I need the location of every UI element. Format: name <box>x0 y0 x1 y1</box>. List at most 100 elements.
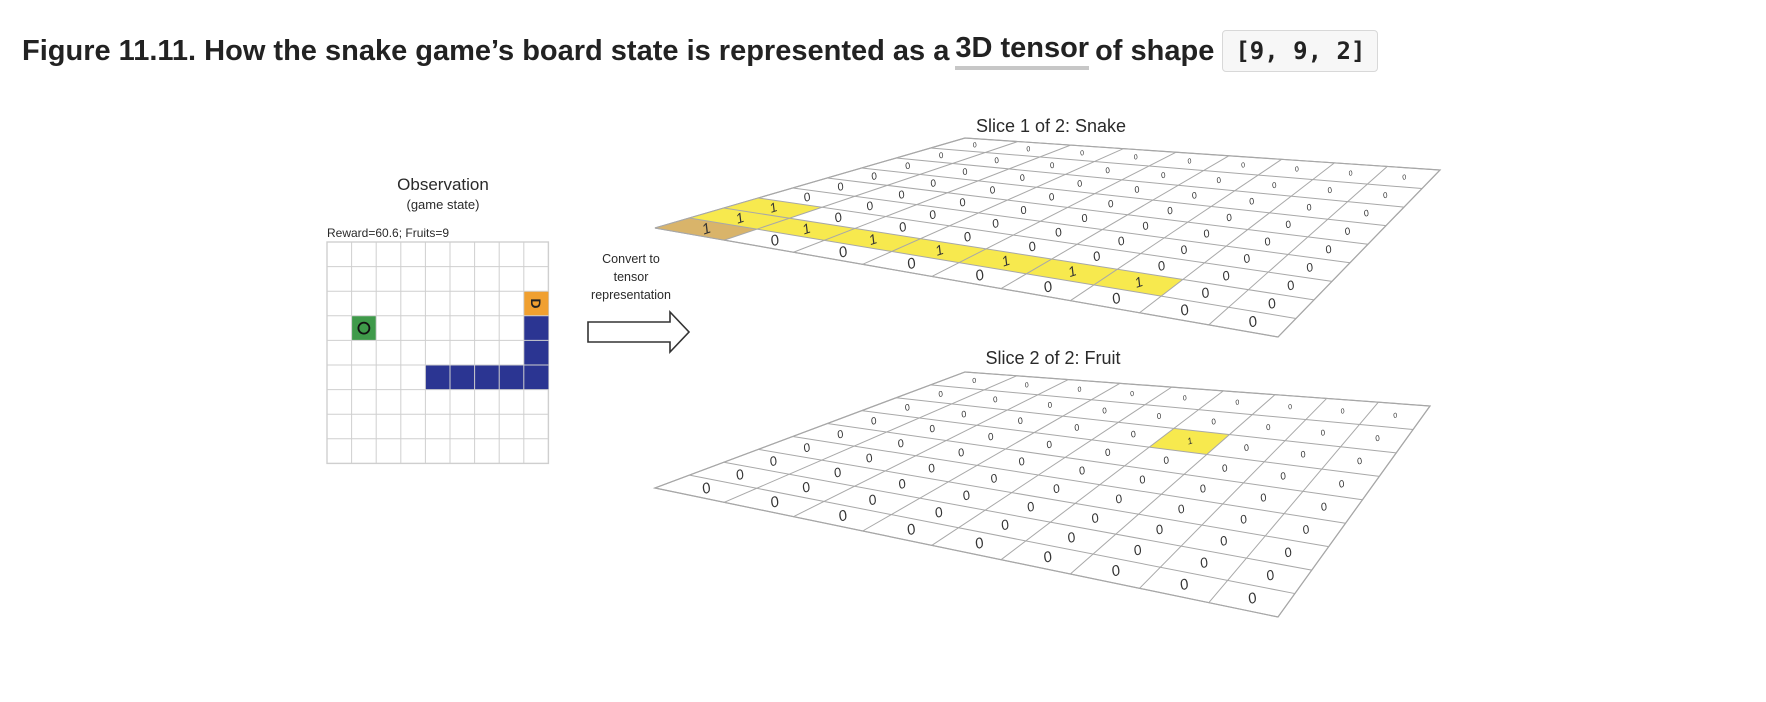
slice-gridline <box>964 371 1431 407</box>
tensor-value-zero: 0 <box>1077 386 1083 394</box>
slice-gridline <box>724 375 1017 503</box>
slice-gridline <box>896 397 1397 454</box>
tensor-value-zero: 0 <box>1221 463 1230 475</box>
tensor-value-zero: 0 <box>928 423 937 435</box>
slice-gridline <box>724 141 1018 241</box>
slice-gridline <box>1208 166 1388 326</box>
tensor-value-zero: 0 <box>1047 192 1056 204</box>
tensor-value-zero: 0 <box>1160 170 1168 180</box>
slice-gridline <box>827 177 1369 245</box>
tensor-value-zero: 0 <box>1129 390 1135 398</box>
tensor-value-zero: 0 <box>1155 411 1163 421</box>
slice-gridline <box>1277 405 1431 618</box>
tensor-value-zero: 0 <box>1287 404 1293 412</box>
tensor-value-zero: 0 <box>1133 154 1139 162</box>
tensor-value-zero: 0 <box>937 389 945 399</box>
snake-slice-grid: 1000000001111111001000000000000000000000… <box>654 137 1442 338</box>
slice-gridline <box>1139 398 1328 589</box>
tensor-value-zero: 0 <box>1304 260 1315 275</box>
tensor-value-zero: 0 <box>1343 226 1352 238</box>
tensor-value-zero: 0 <box>990 216 1001 231</box>
snake-body-cell <box>474 365 500 390</box>
arrow-label-line-3: representation <box>591 288 671 302</box>
observation-title: Observation <box>397 175 489 194</box>
tensor-one-cell <box>655 218 757 241</box>
tensor-value-zero: 0 <box>1235 399 1241 407</box>
fruit-glyph <box>357 321 371 335</box>
snake-head-cell <box>523 291 549 316</box>
tensor-value-zero: 0 <box>1176 501 1187 516</box>
slice-gridline <box>654 227 1279 338</box>
slice-gridline <box>1070 158 1282 302</box>
tensor-one-cell <box>689 208 790 230</box>
tensor-value-zero: 0 <box>1053 225 1064 240</box>
tensor-value-zero: 0 <box>1240 162 1246 170</box>
tensor-value-zero: 0 <box>1401 174 1407 182</box>
caption-suffix: of shape <box>1095 34 1215 67</box>
tensor-one-cell <box>756 218 855 241</box>
observation-subtitle: (game state) <box>407 197 480 212</box>
tensor-value-zero: 0 <box>1049 160 1057 170</box>
fruit-slice-grid: 0000000000000000000000000000000000000000… <box>652 371 1432 618</box>
tensor-value-zero: 0 <box>1319 428 1327 438</box>
slice-gridline <box>723 207 1315 301</box>
tensor-value-zero: 0 <box>1326 185 1334 195</box>
arrow-label-line-1: Convert to <box>602 252 660 266</box>
tensor-value-zero: 0 <box>1077 464 1087 478</box>
tensor-value-zero: 0 <box>1271 180 1279 190</box>
tensor-value-zero: 0 <box>1101 406 1109 416</box>
tensor-value-zero: 0 <box>1178 242 1189 257</box>
tensor-value-zero: 0 <box>1017 455 1027 469</box>
snake-head-glyph: D <box>528 298 544 308</box>
tensor-value-zero: 0 <box>992 395 1000 405</box>
tensor-value-zero: 0 <box>1107 198 1116 210</box>
slice-gridline <box>793 144 1071 253</box>
slice-gridline <box>723 461 1312 571</box>
tensor-value-zero: 0 <box>1104 447 1113 459</box>
tensor-value-zero: 0 <box>1319 501 1329 515</box>
tensor-value-zero: 0 <box>987 431 996 443</box>
tensor-value-zero: 0 <box>1301 522 1312 537</box>
tensor-value-zero: 0 <box>1356 456 1364 467</box>
tensor-value-zero: 0 <box>1337 479 1346 491</box>
tensor-value-zero: 0 <box>1166 205 1175 217</box>
tensor-value-zero: 0 <box>927 207 938 222</box>
slice-gridline <box>1000 390 1224 561</box>
slice-gridline <box>689 217 1297 319</box>
tensor-value-zero: 0 <box>1162 455 1171 467</box>
tensor-value-zero: 0 <box>961 166 969 177</box>
tensor-value-zero: 0 <box>1113 491 1124 506</box>
slice-gridline <box>931 151 1177 277</box>
tensor-value-zero: 0 <box>1018 172 1026 183</box>
slice-gridline <box>793 379 1069 518</box>
tensor-value-zero: 0 <box>1265 422 1273 432</box>
tensor-value-zero: 0 <box>1046 400 1054 410</box>
snake-body-cell <box>450 365 475 390</box>
tensor-value-zero: 0 <box>1248 196 1256 207</box>
tensor-value-zero: 0 <box>836 428 846 442</box>
tensor-value-zero: 0 <box>1238 512 1249 527</box>
tensor-value-zero: 0 <box>1362 208 1370 219</box>
tensor-value-zero: 0 <box>938 150 946 160</box>
tensor-value-zero: 0 <box>988 471 999 486</box>
slice-1-title: Slice 1 of 2: Snake <box>976 116 1126 136</box>
slice-gridline <box>862 382 1121 532</box>
tensor-value-zero: 0 <box>864 198 875 213</box>
tensor-value-zero: 0 <box>896 437 906 451</box>
tensor-one-cell <box>824 228 921 252</box>
tensor-glossary-link[interactable]: 3D tensor <box>955 32 1090 70</box>
snake-body-cell <box>499 365 524 390</box>
tensor-value-zero: 0 <box>988 185 997 197</box>
tensor-value-zero: 0 <box>958 196 968 210</box>
fruit-cell <box>351 315 377 341</box>
tensor-value-zero: 0 <box>960 409 968 420</box>
slice-gridline <box>930 384 1414 430</box>
tensor-one-cell <box>1026 259 1118 285</box>
tensor-value-zero: 0 <box>802 189 813 204</box>
tensor-value-one: 1 <box>1186 435 1194 446</box>
observation-board-frame <box>326 241 550 465</box>
tensor-value-zero: 0 <box>1324 243 1334 257</box>
tensor-one-cell <box>1149 428 1230 455</box>
tensor-value-zero: 0 <box>1051 481 1062 496</box>
